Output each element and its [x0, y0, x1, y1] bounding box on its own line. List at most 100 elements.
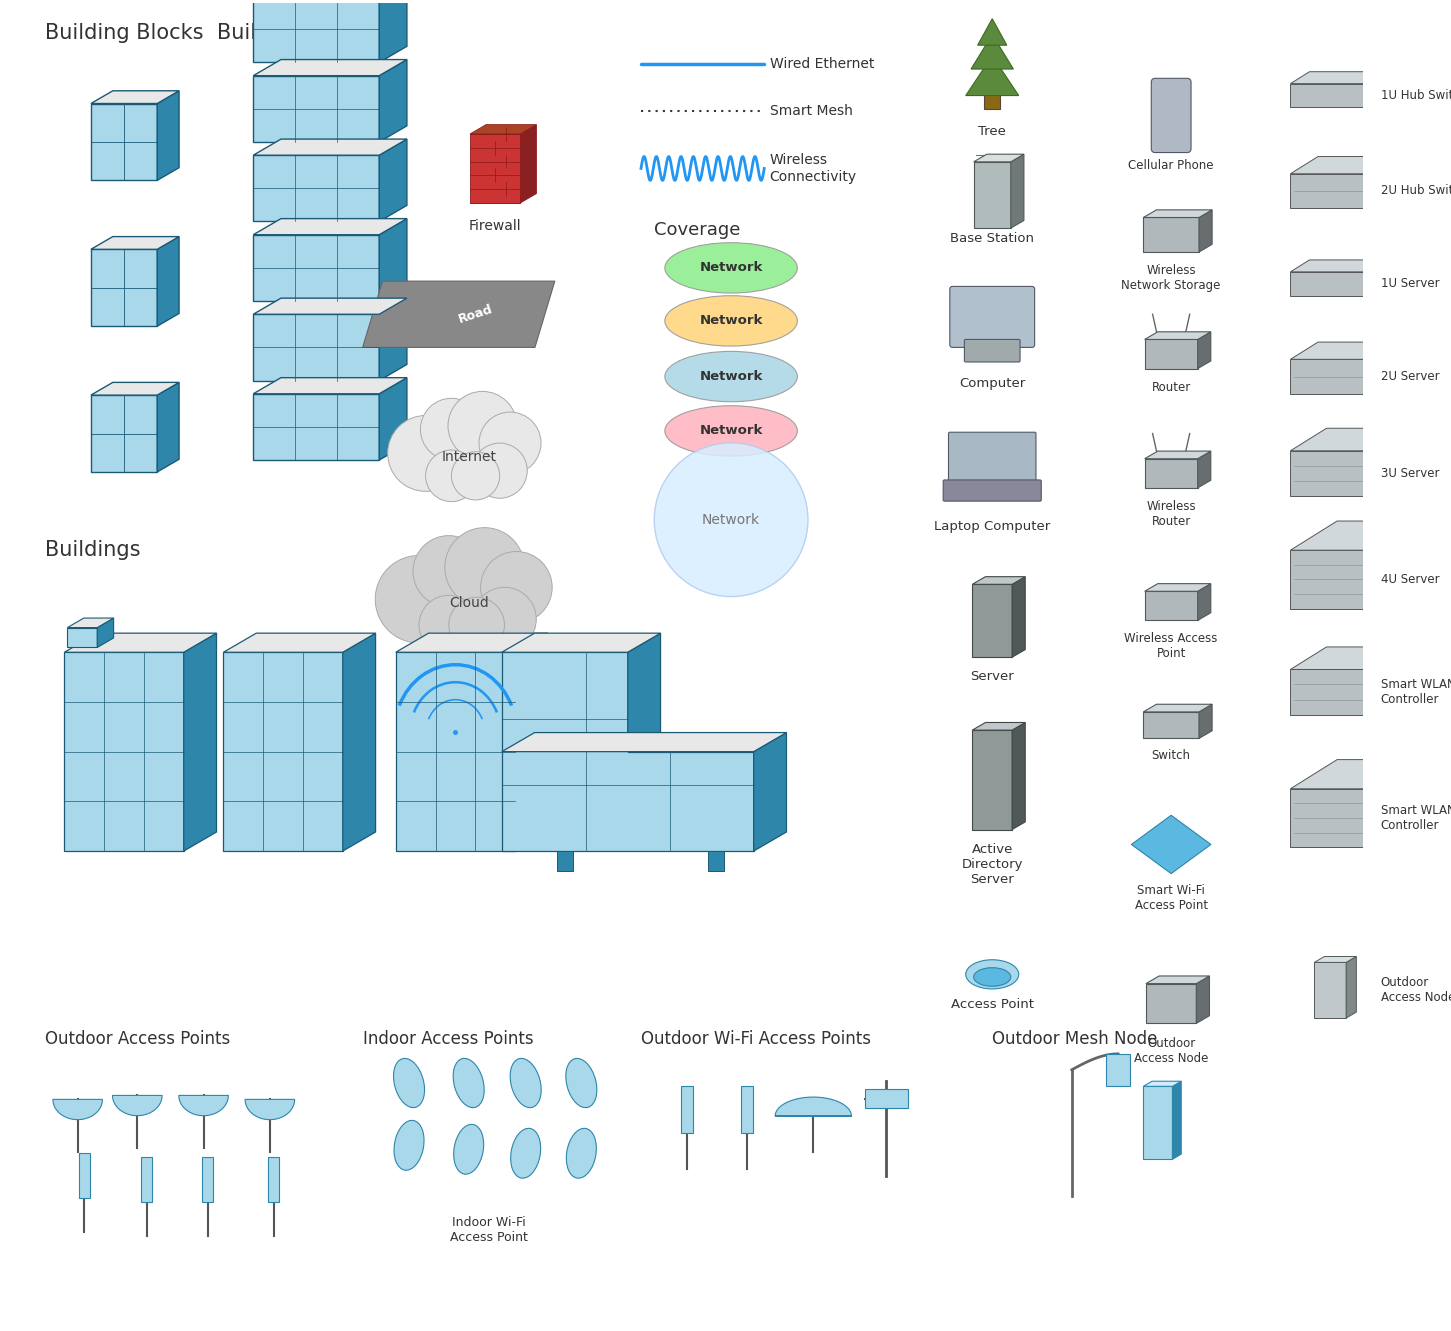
Text: Road: Road [457, 302, 495, 326]
Polygon shape [254, 76, 379, 142]
Circle shape [421, 398, 483, 461]
Polygon shape [1370, 647, 1406, 715]
Polygon shape [1145, 459, 1197, 488]
Text: 1U Hub Switch: 1U Hub Switch [1380, 89, 1451, 102]
Polygon shape [1290, 157, 1397, 174]
Polygon shape [1290, 359, 1370, 394]
Text: 1U Server: 1U Server [1380, 277, 1439, 290]
Ellipse shape [454, 1125, 483, 1174]
Polygon shape [1146, 984, 1196, 1024]
Polygon shape [1145, 339, 1197, 369]
Polygon shape [113, 1095, 163, 1115]
Text: Smart Mesh: Smart Mesh [769, 104, 852, 118]
Polygon shape [1145, 591, 1197, 620]
Bar [984, 80, 1000, 109]
Polygon shape [1013, 723, 1026, 829]
Bar [1106, 1054, 1130, 1086]
Polygon shape [223, 634, 376, 652]
Polygon shape [1196, 976, 1210, 1024]
Text: Building Parts: Building Parts [216, 23, 360, 43]
Bar [202, 1157, 213, 1202]
FancyBboxPatch shape [1151, 79, 1191, 153]
Text: 2U Hub Switch: 2U Hub Switch [1380, 185, 1451, 197]
Ellipse shape [566, 1129, 596, 1178]
Polygon shape [1132, 816, 1212, 873]
Polygon shape [1290, 451, 1370, 496]
Ellipse shape [395, 1121, 424, 1170]
Polygon shape [254, 378, 406, 394]
Circle shape [419, 595, 479, 655]
Polygon shape [1290, 342, 1397, 359]
Polygon shape [1347, 957, 1357, 1018]
Bar [682, 1086, 694, 1134]
Polygon shape [254, 60, 406, 76]
Polygon shape [1199, 210, 1212, 252]
FancyBboxPatch shape [943, 480, 1042, 502]
Polygon shape [978, 19, 1007, 45]
Polygon shape [396, 634, 548, 652]
Text: 4U Server: 4U Server [1380, 572, 1439, 586]
Polygon shape [1145, 451, 1210, 459]
Polygon shape [972, 723, 1026, 731]
Polygon shape [1315, 957, 1357, 962]
Polygon shape [379, 60, 406, 142]
Polygon shape [64, 652, 184, 851]
Polygon shape [1370, 260, 1389, 295]
Polygon shape [974, 162, 1011, 228]
Ellipse shape [665, 242, 798, 293]
Text: Cloud: Cloud [448, 596, 489, 610]
Text: Computer: Computer [959, 377, 1026, 390]
Polygon shape [1290, 550, 1370, 608]
Ellipse shape [966, 960, 1019, 989]
Polygon shape [67, 628, 97, 647]
Circle shape [654, 443, 808, 596]
Polygon shape [1143, 217, 1199, 252]
Polygon shape [974, 154, 1024, 162]
Text: Internet: Internet [441, 450, 496, 465]
Text: Network: Network [699, 314, 763, 327]
Text: Outdoor Wi-Fi Access Points: Outdoor Wi-Fi Access Points [641, 1030, 871, 1047]
Polygon shape [1290, 72, 1389, 84]
Polygon shape [1011, 154, 1024, 228]
Polygon shape [245, 1099, 295, 1119]
Ellipse shape [665, 295, 798, 346]
Polygon shape [972, 576, 1026, 584]
Polygon shape [971, 35, 1013, 69]
Text: Network: Network [702, 512, 760, 527]
Text: Buildings: Buildings [45, 539, 141, 559]
Text: Wireless
Connectivity: Wireless Connectivity [769, 153, 856, 184]
Circle shape [479, 413, 541, 474]
Text: Indoor Wi-Fi
Access Point: Indoor Wi-Fi Access Point [450, 1215, 528, 1243]
Polygon shape [1370, 157, 1397, 208]
Polygon shape [1290, 789, 1370, 847]
Circle shape [448, 391, 517, 461]
Polygon shape [470, 134, 521, 202]
Polygon shape [1370, 520, 1416, 608]
Text: Building Blocks: Building Blocks [45, 23, 203, 43]
Text: Switch: Switch [1152, 749, 1191, 763]
Polygon shape [91, 91, 178, 104]
Text: Coverage: Coverage [654, 221, 740, 240]
Ellipse shape [974, 968, 1011, 986]
Polygon shape [1370, 342, 1397, 394]
Polygon shape [157, 91, 178, 181]
Polygon shape [502, 634, 660, 652]
Text: 3U Server: 3U Server [1380, 467, 1439, 479]
Polygon shape [1290, 429, 1406, 451]
Polygon shape [1290, 260, 1389, 272]
Polygon shape [379, 378, 406, 461]
Polygon shape [1197, 331, 1210, 369]
Text: Network: Network [699, 425, 763, 438]
FancyBboxPatch shape [949, 433, 1036, 486]
FancyBboxPatch shape [965, 339, 1020, 362]
FancyBboxPatch shape [950, 286, 1035, 347]
Polygon shape [1172, 1081, 1181, 1159]
Polygon shape [1315, 962, 1347, 1018]
Polygon shape [184, 634, 216, 851]
Text: Wireless
Router: Wireless Router [1146, 500, 1196, 528]
Polygon shape [91, 249, 157, 326]
Polygon shape [67, 618, 113, 628]
Ellipse shape [511, 1058, 541, 1107]
Text: Outdoor
Access Node: Outdoor Access Node [1380, 976, 1451, 1004]
Text: Network: Network [699, 370, 763, 383]
